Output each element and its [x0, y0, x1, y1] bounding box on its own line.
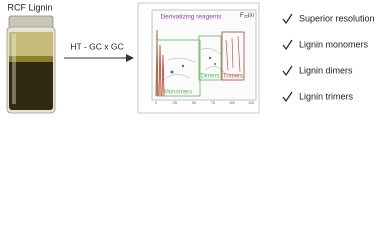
- graphical-abstract: RCF Lignin HT - GC x GC Derivatizing rea…: [6, 2, 375, 114]
- x-tick-label: 75: [211, 101, 215, 105]
- region-label: Dimers: [201, 74, 220, 80]
- checklist-item: Lignin trimers: [299, 91, 354, 101]
- axis-label-main: F: [240, 13, 244, 19]
- axis-label: F2D: [240, 13, 249, 19]
- check-icon: [282, 39, 293, 51]
- sample-label: RCF Lignin: [7, 2, 52, 12]
- region-box: [221, 31, 245, 81]
- x-tick-label: 0: [155, 101, 157, 105]
- x-tick-label: 100: [229, 101, 235, 105]
- chromatogram-peaks: [155, 29, 241, 97]
- sample-jar: [6, 15, 56, 114]
- check-icon: [282, 13, 293, 25]
- x-tick-label: 125: [248, 101, 254, 105]
- region-box: [156, 39, 201, 97]
- method-label: HT - GC x GC: [70, 41, 123, 51]
- checklist-item: Lignin monomers: [299, 39, 369, 49]
- plot-area: [151, 9, 257, 101]
- region-box: [198, 35, 222, 81]
- reagents-label: Derivatizing reagents: [160, 14, 222, 21]
- checklist-item: Lignin dimers: [299, 65, 353, 75]
- arrow: [64, 54, 134, 62]
- panel-label: (a): [248, 12, 254, 18]
- x-tick-label: 50: [192, 101, 196, 105]
- checklist-item: Superior resolution: [299, 13, 375, 23]
- region-label: Trimers: [223, 74, 243, 80]
- check-icon: [282, 65, 293, 77]
- x-tick-label: 25: [173, 101, 177, 105]
- check-icon: [282, 91, 293, 103]
- region-label: Monomers: [164, 90, 192, 96]
- axis-label-sub: 2D: [244, 14, 249, 19]
